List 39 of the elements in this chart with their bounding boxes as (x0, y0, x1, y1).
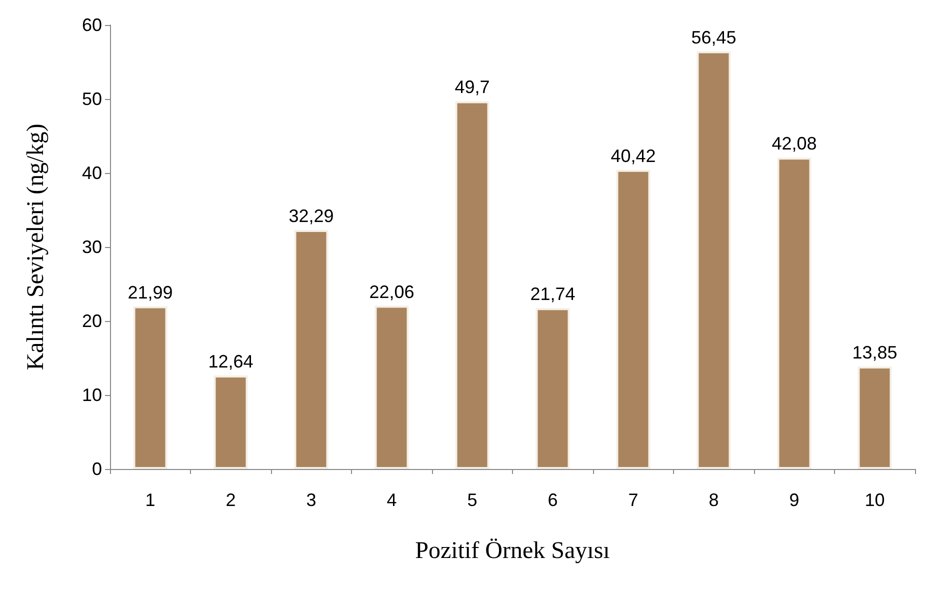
bar (536, 308, 570, 469)
x-axis-title: Pozitif Örnek Sayısı (415, 538, 610, 564)
bar (455, 101, 490, 469)
data-label: 42,08 (772, 134, 817, 154)
bar (858, 366, 892, 469)
y-tick-label: 10 (82, 385, 102, 405)
data-label: 22,06 (369, 282, 414, 302)
y-tick-label: 40 (82, 163, 102, 183)
x-tick-label: 4 (386, 490, 397, 510)
data-label: 40,42 (610, 146, 656, 166)
y-tick-label: 60 (82, 15, 102, 35)
y-tick-label: 20 (82, 311, 102, 331)
data-label: 21,74 (530, 284, 576, 304)
x-tick-label: 8 (708, 490, 719, 510)
bar (777, 158, 812, 469)
bar (696, 51, 731, 469)
bar (133, 306, 168, 469)
bar (374, 306, 409, 469)
data-label: 13,85 (852, 342, 898, 363)
data-label: 32,29 (288, 206, 334, 226)
y-tick-label: 50 (82, 89, 102, 109)
y-axis-title: Kalıntı Seviyeleri (ng/kg) (23, 124, 49, 370)
data-label: 12,64 (208, 351, 254, 372)
data-label: 56,45 (691, 27, 736, 48)
x-tick-label: 10 (864, 490, 885, 510)
x-tick-label: 3 (306, 490, 316, 510)
data-label: 21,99 (128, 282, 173, 302)
y-tick-label: 0 (92, 459, 102, 479)
x-tick-label: 9 (789, 490, 800, 510)
x-tick-label: 6 (548, 490, 558, 510)
bar (214, 375, 248, 469)
bar (616, 170, 650, 469)
x-tick-label: 1 (145, 490, 156, 510)
x-tick-label: 2 (226, 490, 236, 510)
y-tick-label: 30 (82, 237, 102, 257)
x-tick-label: 7 (628, 490, 638, 510)
data-label: 49,7 (454, 77, 490, 98)
x-tick-label: 5 (467, 490, 478, 510)
bar (294, 230, 328, 469)
